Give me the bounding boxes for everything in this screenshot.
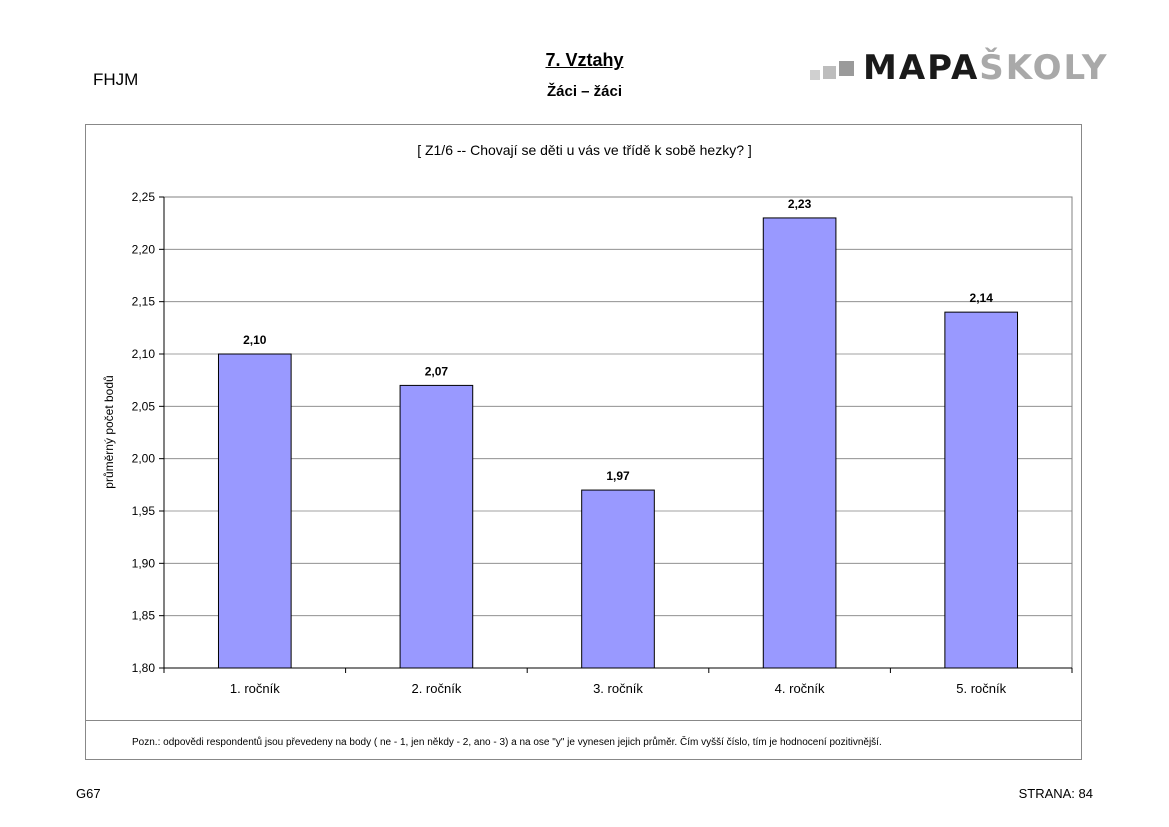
y-tick-label: 1,90 — [132, 556, 156, 570]
x-tick-label: 2. ročník — [411, 681, 461, 696]
bar — [399, 384, 474, 669]
bars-layer: 2,10 2,07 1,97 2,23 2,14 — [217, 197, 1019, 669]
bar — [217, 353, 292, 669]
school-code: FHJM — [93, 70, 139, 89]
y-tick-label: 2,25 — [132, 190, 156, 204]
bar-data-label: 2,10 — [243, 333, 267, 347]
y-tick-label: 2,00 — [132, 452, 156, 466]
logo-square-icon — [823, 65, 836, 79]
y-tick-label: 2,10 — [132, 347, 156, 361]
section-subtitle: Žáci – žáci — [546, 83, 623, 100]
chart-note: Pozn.: odpovědi respondentů jsou převede… — [132, 737, 882, 748]
chart-frame — [85, 124, 1082, 760]
x-tick-label: 5. ročník — [956, 681, 1006, 696]
axis-layer: 1,80 1,85 1,90 1,95 2,00 2,05 2,10 2,15 2,20 2,25… — [132, 190, 1073, 696]
logo-text-skoly: ŠKOLY — [979, 48, 1109, 88]
bar-data-label: 1,97 — [606, 469, 630, 483]
mapa-skoly-logo: MAPAŠKOLY — [810, 50, 1108, 86]
x-tick-label: 3. ročník — [593, 681, 643, 696]
section-title-text: 7. Vztahy — [545, 50, 624, 70]
y-tick-label: 1,80 — [132, 661, 156, 675]
footer-page-code: G67 — [76, 786, 101, 801]
y-tick-label: 2,05 — [132, 399, 156, 413]
x-tick-label: 1. ročník — [230, 681, 280, 696]
footer-page-number: STRANA: 84 — [1018, 786, 1093, 801]
logo-text-mapa: MAPA — [863, 48, 980, 88]
bar — [944, 311, 1019, 669]
logo-square-icon — [839, 60, 854, 76]
y-axis-label: průměrný počet bodů — [102, 375, 116, 488]
bar — [581, 489, 655, 669]
logo-square-icon — [810, 70, 820, 80]
note-divider — [86, 720, 1081, 721]
y-tick-label: 1,95 — [132, 504, 156, 518]
bar-data-label: 2,07 — [425, 364, 449, 378]
bar — [762, 217, 837, 669]
bar-data-label: 2,23 — [788, 197, 812, 211]
bar-data-label: 2,14 — [970, 291, 994, 305]
y-tick-label: 2,15 — [132, 295, 156, 309]
y-tick-label: 2,20 — [132, 242, 156, 256]
section-title: 7. Vztahy — [0, 50, 1169, 71]
y-tick-label: 1,85 — [132, 609, 156, 623]
x-tick-label: 4. ročník — [775, 681, 825, 696]
logo-text: MAPAŠKOLY — [863, 50, 1108, 86]
chart-title: [ Z1/6 -- Chovají se děti u vás ve třídě… — [417, 142, 752, 158]
